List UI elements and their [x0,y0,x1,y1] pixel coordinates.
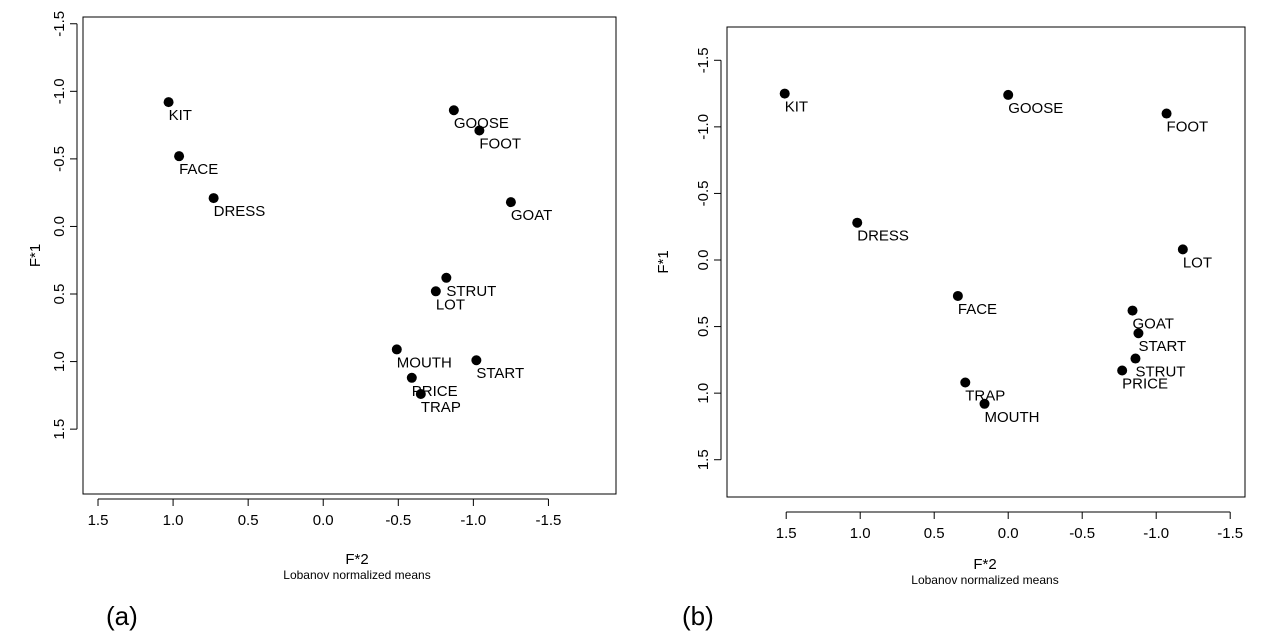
point-label-start: START [1138,338,1186,355]
data-point-trap [415,389,426,400]
data-point-start [1133,328,1144,339]
x-axis-label: F*2 [973,556,996,573]
x-axis-sublabel: Lobanov normalized means [283,568,430,582]
y-tick-label: 1.5 [51,419,68,440]
y-tick-label: -0.5 [695,181,712,207]
x-tick-label: 1.5 [88,512,109,529]
point-label-dress: DRESS [214,203,266,220]
data-point-start [471,355,482,366]
x-tick-label: 1.0 [850,525,871,542]
point-label-start: START [476,365,524,382]
x-tick-label: -1.0 [1143,525,1169,542]
point-label-goat: GOAT [1133,316,1174,333]
x-tick-label: -1.5 [1217,525,1243,542]
y-tick-label: -1.0 [695,114,712,140]
data-point-price [1117,365,1128,376]
point-label-strut: STRUT [446,283,496,300]
data-point-goose [448,105,459,116]
y-axis-label: F*1 [655,250,672,273]
data-point-lot [1177,244,1188,255]
point-label-foot: FOOT [1167,119,1209,136]
y-tick-label: 0.5 [51,284,68,305]
point-label-goose: GOOSE [454,115,509,132]
data-point-lot [430,286,441,297]
data-point-goat [1127,305,1138,316]
panel-tag: (a) [106,601,138,631]
data-point-kit [163,97,174,108]
point-label-face: FACE [958,301,997,318]
x-tick-label: -0.5 [1069,525,1095,542]
y-tick-label: 0.5 [695,316,712,337]
point-label-foot: FOOT [479,136,521,153]
x-tick-label: 0.0 [998,525,1019,542]
data-point-goose [1003,89,1014,100]
panel-tag: (b) [682,601,714,631]
data-point-dress [852,217,863,228]
x-tick-label: 1.5 [776,525,797,542]
data-point-face [952,290,963,301]
point-label-price: PRICE [1122,376,1168,393]
data-point-face [174,151,185,162]
point-label-strut: STRUT [1135,364,1185,381]
y-tick-label: 0.0 [51,216,68,237]
y-tick-label: -1.0 [51,78,68,104]
y-tick-label: -0.5 [51,146,68,172]
data-point-mouth [979,398,990,409]
data-point-foot [1161,108,1172,119]
point-label-kit: KIT [169,107,192,124]
x-tick-label: 1.0 [163,512,184,529]
point-label-face: FACE [179,161,218,178]
data-point-goat [505,197,516,208]
x-tick-label: -0.5 [385,512,411,529]
plot-frame [82,16,617,495]
x-tick-label: -1.5 [536,512,562,529]
point-label-mouth: MOUTH [397,354,452,371]
data-point-dress [208,193,219,204]
y-axis-label: F*1 [27,244,44,267]
chart-panel-a: 1.5 1.0 0.5 0.0 -0.5 -1.0 -1.5 -1.5 -1.0 -0.5 0.0 0… [27,11,617,631]
point-label-lot: LOT [1183,254,1212,271]
x-tick-label: 0.5 [924,525,945,542]
data-point-kit [779,88,790,99]
x-axis-label: F*2 [345,551,368,568]
point-label-goose: GOOSE [1008,100,1063,117]
y-tick-label: 1.0 [51,351,68,372]
data-point-price [406,372,417,383]
point-label-goat: GOAT [511,207,552,224]
point-label-lot: LOT [436,296,465,313]
x-tick-label: -1.0 [460,512,486,529]
point-label-dress: DRESS [857,228,909,245]
plot-frame [726,26,1246,498]
point-label-mouth: MOUTH [985,409,1040,426]
point-label-trap: TRAP [965,387,1005,404]
data-point-strut [1130,353,1141,364]
data-point-foot [474,125,485,136]
data-point-strut [441,272,452,283]
point-label-kit: KIT [785,99,808,116]
chart-panel-b: 1.5 1.0 0.5 0.0 -0.5 -1.0 -1.5 -1.5 -1.0 -0.5 0.0 0… [655,26,1246,631]
y-tick-label: 1.5 [695,449,712,470]
y-tick-label: 0.0 [695,250,712,271]
point-label-trap: TRAP [421,399,461,416]
data-point-trap [960,377,971,388]
y-tick-label: -1.5 [695,47,712,73]
x-axis-sublabel: Lobanov normalized means [911,573,1058,587]
x-tick-label: 0.5 [238,512,259,529]
y-tick-label: 1.0 [695,383,712,404]
data-point-mouth [391,344,402,355]
x-tick-label: 0.0 [313,512,334,529]
y-tick-label: -1.5 [51,11,68,37]
